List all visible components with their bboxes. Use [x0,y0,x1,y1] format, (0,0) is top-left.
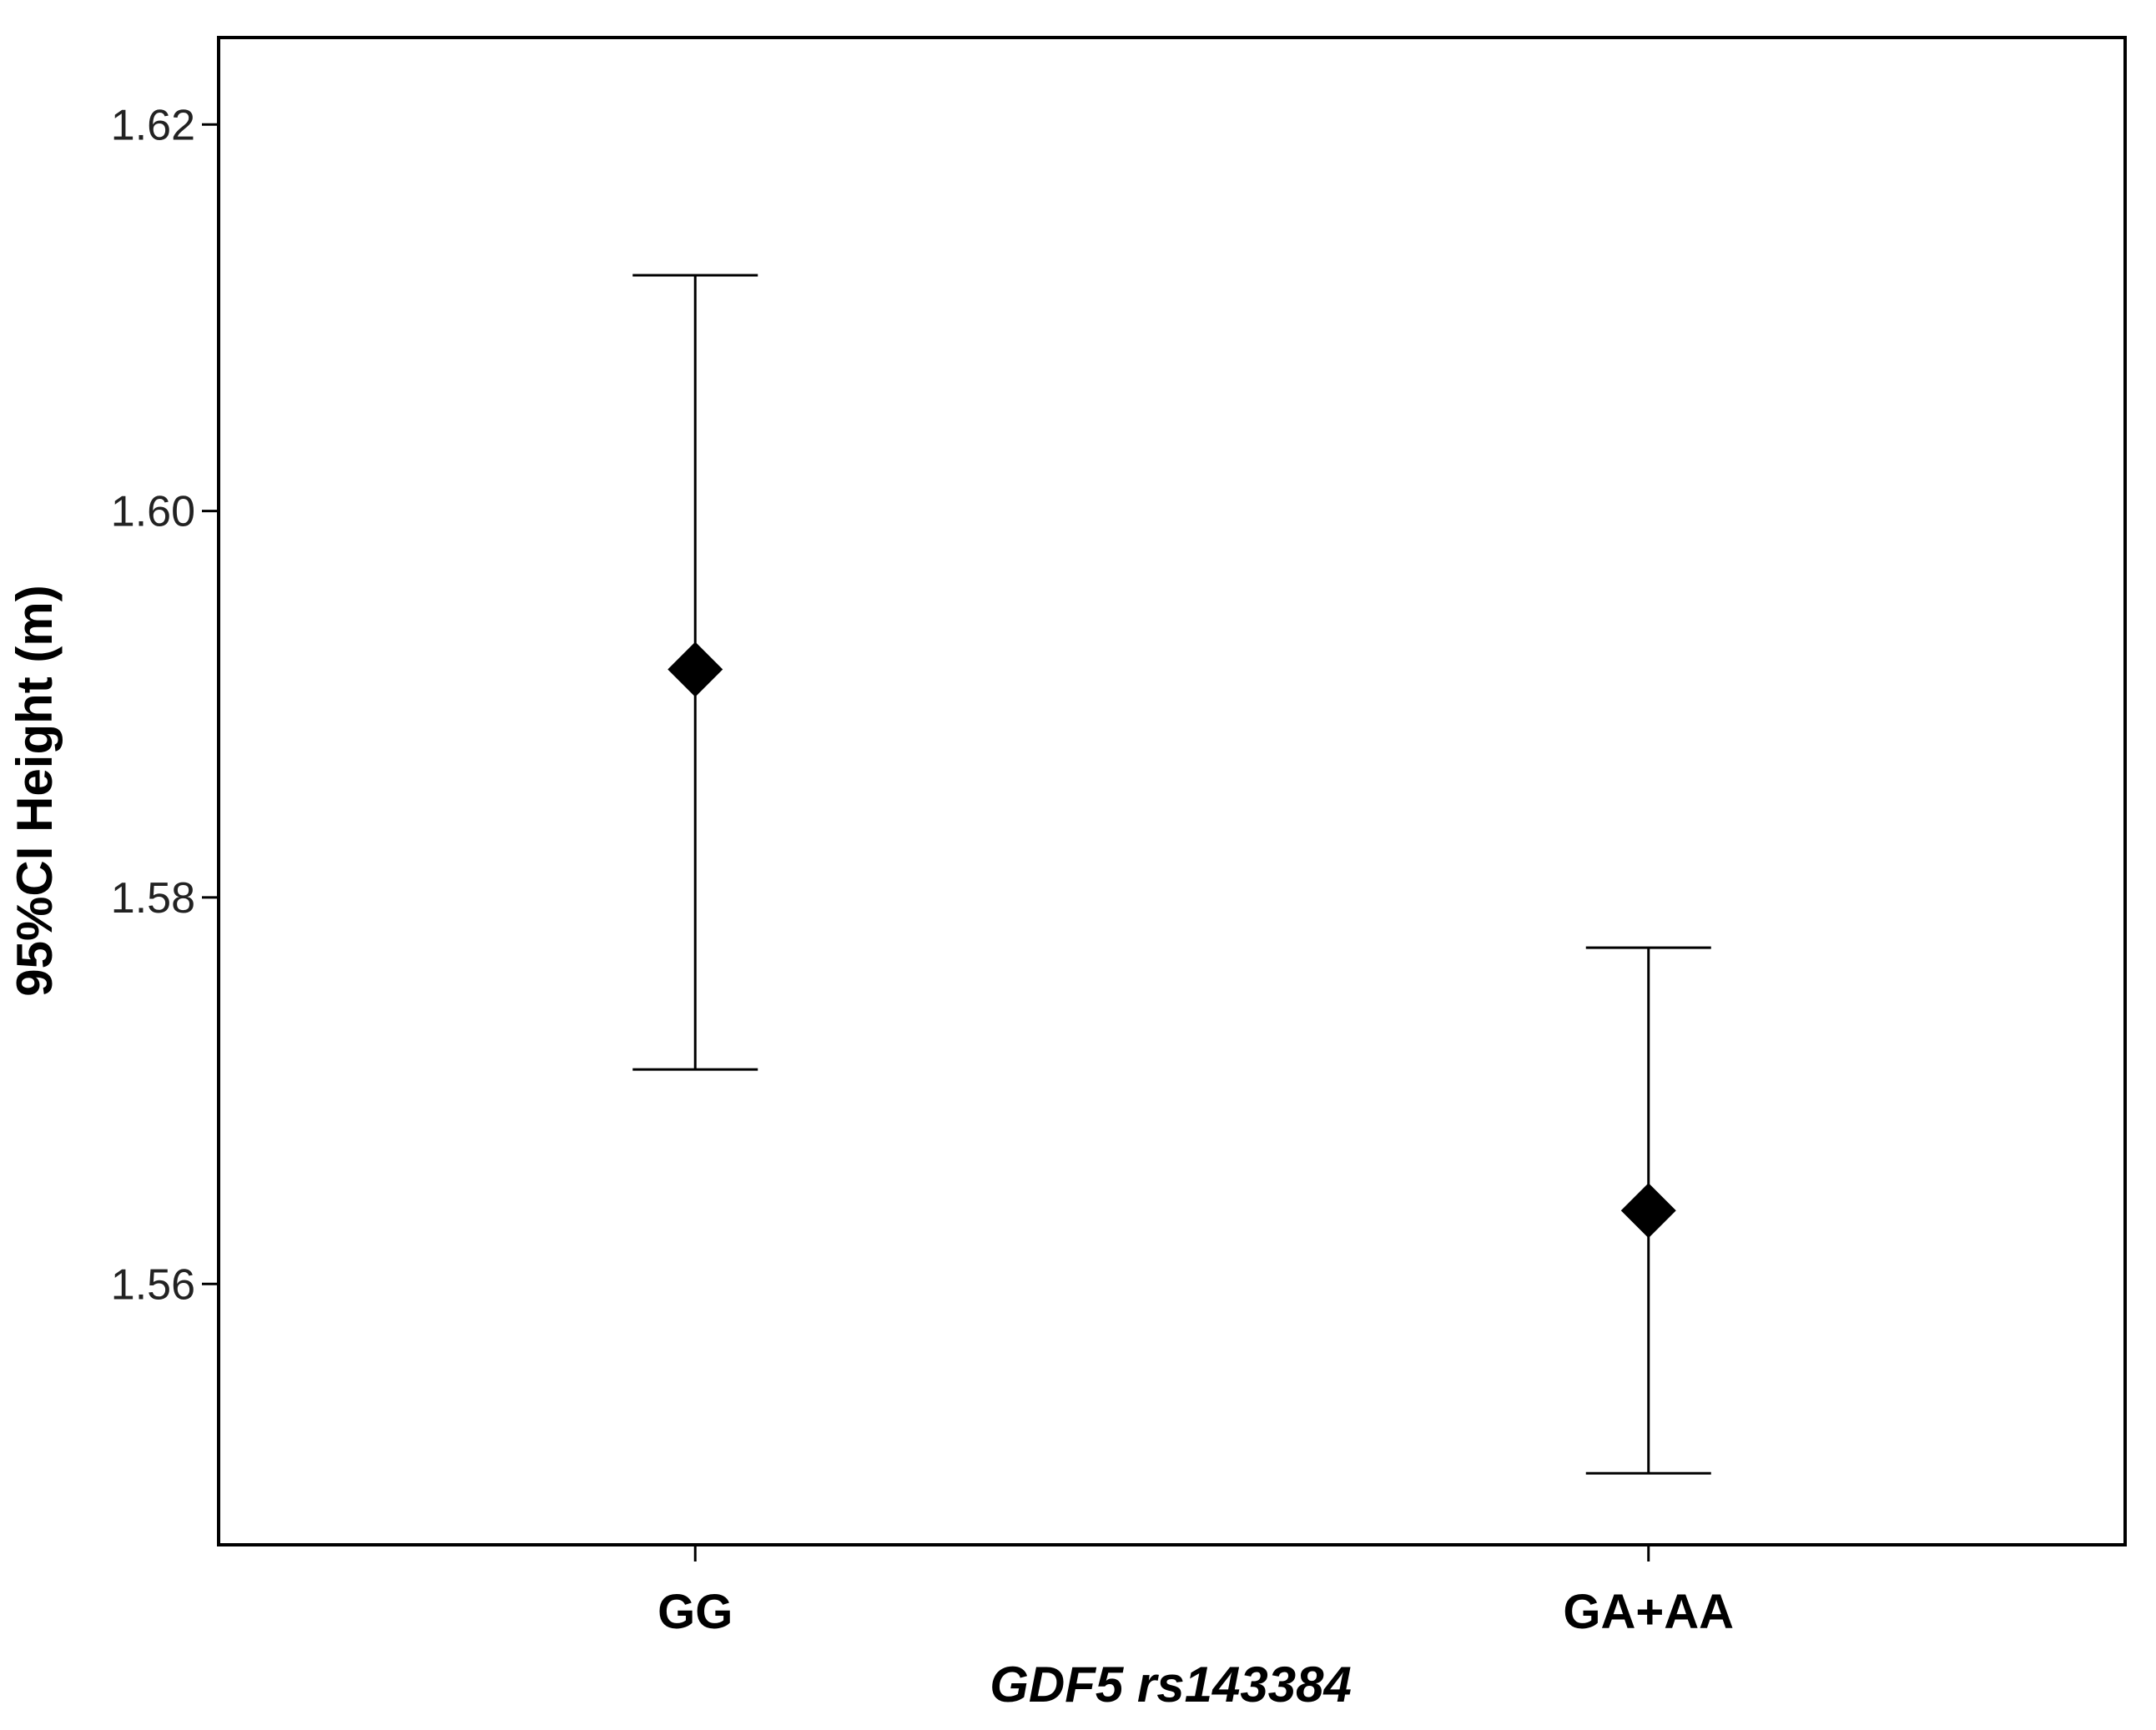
y-tick-label: 1.56 [111,1260,195,1309]
mean-diamond-marker [667,641,723,697]
y-tick-label: 1.60 [111,488,195,536]
x-tick-label: GA+AA [1563,1585,1734,1639]
y-tick-label: 1.58 [111,874,195,923]
x-axis-title: GDF5 rs143384 [990,1657,1352,1712]
y-axis: 1.56 1.58 1.60 1.62 [111,101,219,1309]
plot-frame [217,36,2127,1546]
x-tick-label: GG [657,1585,733,1639]
y-axis-title: 95%CI Height (m) [7,585,63,996]
mean-diamond-marker [1620,1183,1676,1239]
x-axis: GG GA+AA [657,1545,1734,1639]
error-bars [632,274,1711,1475]
y-tick-label: 1.62 [111,101,195,149]
